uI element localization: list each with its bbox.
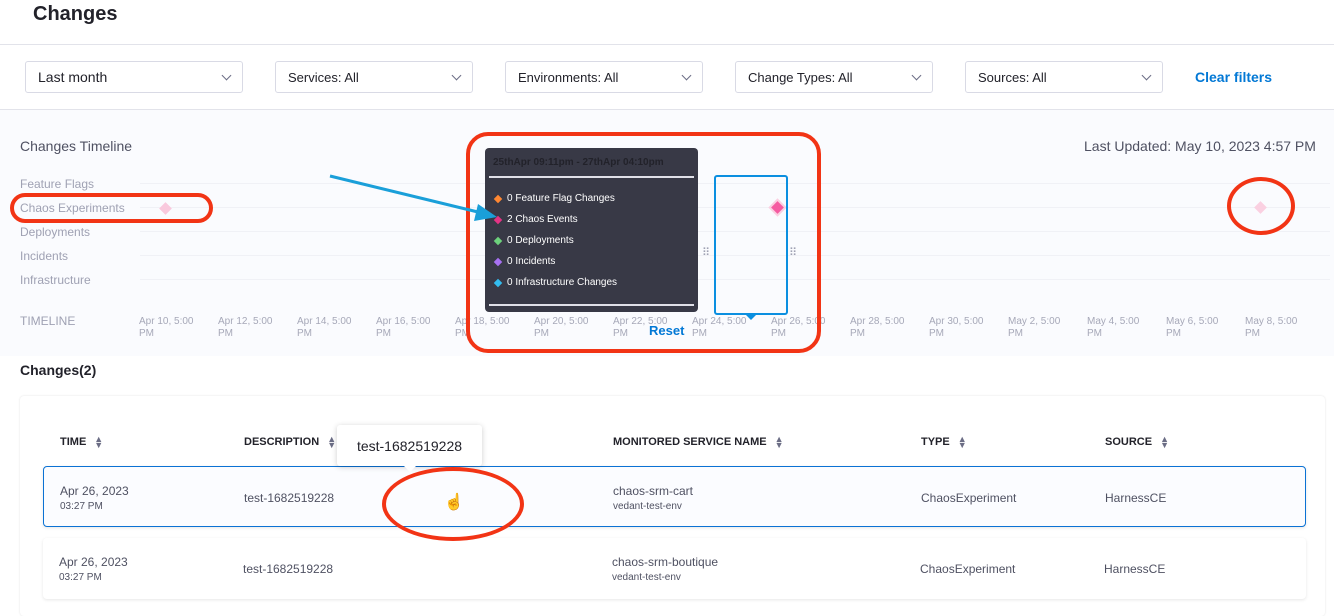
column-header-service[interactable]: MONITORED SERVICE NAME ▲ ▼ (613, 434, 784, 450)
sort-icon[interactable]: ▲ ▼ (94, 434, 104, 450)
axis-tick-label: Apr 16, 5:00 PM (376, 316, 431, 339)
gridline (140, 255, 1330, 256)
gridline (140, 279, 1330, 280)
timeline-title: Changes Timeline (20, 138, 133, 154)
environments-dropdown[interactable]: Environments: All (505, 61, 703, 93)
axis-tick-label: May 4, 5:00 PM (1087, 316, 1140, 339)
divider (489, 176, 694, 178)
row-label-incidents: Incidents (20, 249, 69, 263)
axis-tick-label: Apr 24, 5:00 PM (692, 316, 747, 339)
row-label-feature-flags: Feature Flags (20, 177, 95, 191)
annotation-highlight-ellipse (10, 193, 213, 223)
timeline-tooltip: 25thApr 09:11pm - 27thApr 04:10pm 0 Feat… (485, 148, 698, 312)
axis-tick-label: Apr 10, 5:00 PM (139, 316, 194, 339)
sort-icon[interactable]: ▲ ▼ (774, 434, 784, 450)
row-source: HarnessCE (1105, 491, 1167, 505)
sort-icon[interactable]: ▲ ▼ (327, 434, 337, 450)
row-type: ChaosExperiment (921, 491, 1017, 505)
axis-tick-label: Apr 30, 5:00 PM (929, 316, 984, 339)
table-row[interactable]: Apr 26, 2023 03:27 PM test-1682519228 cha… (43, 538, 1306, 599)
tooltip-pointer (403, 465, 417, 472)
axis-tick-label: Apr 22, 5:00 PM (613, 316, 668, 339)
row-time: 03:27 PM (59, 572, 102, 583)
tooltip-item-feature-flags: 0 Feature Flag Changes (493, 193, 615, 204)
sources-value: Sources: All (978, 69, 1047, 85)
annotation-highlight-circle (1227, 177, 1295, 235)
reset-button[interactable]: Reset (649, 323, 685, 338)
time-range-dropdown[interactable]: Last month (25, 61, 243, 93)
gridline (140, 207, 1330, 208)
axis-tick-label: Apr 20, 5:00 PM (534, 316, 589, 339)
row-description: test-1682519228 (243, 562, 334, 576)
table-row[interactable]: Apr 26, 2023 03:27 PM test-1682519228 cha… (43, 466, 1306, 527)
tooltip-item-infrastructure: 0 Infrastructure Changes (493, 277, 617, 288)
column-header-source[interactable]: SOURCE ▲ ▼ (1105, 434, 1169, 450)
clear-filters-link[interactable]: Clear filters (1195, 69, 1273, 85)
axis-tick-label: Apr 12, 5:00 PM (218, 316, 273, 339)
change-types-value: Change Types: All (748, 69, 853, 85)
sort-icon[interactable]: ▲ ▼ (957, 434, 967, 450)
row-date: Apr 26, 2023 (59, 555, 128, 569)
tooltip-item-deployments: 0 Deployments (493, 235, 574, 246)
time-range-value: Last month (38, 69, 108, 85)
row-env: vedant-test-env (612, 572, 681, 583)
change-types-dropdown[interactable]: Change Types: All (735, 61, 933, 93)
drag-handle-left-icon[interactable]: ⠿ (702, 247, 710, 259)
gridline (140, 231, 1330, 232)
row-date: Apr 26, 2023 (60, 484, 129, 498)
column-header-description[interactable]: DESCRIPTION ▲ ▼ (244, 434, 337, 450)
changes-heading: Changes(2) (20, 362, 97, 378)
column-header-type[interactable]: TYPE ▲ ▼ (921, 434, 967, 450)
services-dropdown[interactable]: Services: All (275, 61, 473, 93)
gridline (140, 183, 1330, 184)
selection-pointer (744, 313, 758, 320)
axis-tick-label: May 8, 5:00 PM (1245, 316, 1298, 339)
timeline-axis-label: TIMELINE (20, 314, 76, 328)
sort-icon[interactable]: ▲ ▼ (1160, 434, 1169, 450)
row-description: test-1682519228 (244, 491, 335, 505)
last-updated: Last Updated: May 10, 2023 4:57 PM (1084, 138, 1316, 154)
annotation-highlight-ellipse (382, 467, 524, 541)
row-label-infrastructure: Infrastructure (20, 273, 91, 287)
sources-dropdown[interactable]: Sources: All (965, 61, 1163, 93)
row-time: 03:27 PM (60, 501, 103, 512)
row-service: chaos-srm-boutique (612, 555, 719, 569)
axis-tick-label: May 2, 5:00 PM (1008, 316, 1061, 339)
row-source: HarnessCE (1104, 562, 1166, 576)
tooltip-range: 25thApr 09:11pm - 27thApr 04:10pm (493, 157, 664, 168)
row-type: ChaosExperiment (920, 562, 1016, 576)
divider (0, 44, 1334, 45)
tooltip-item-chaos: 2 Chaos Events (493, 214, 578, 225)
annotation-highlight-box (466, 132, 821, 353)
column-header-time[interactable]: TIME ▲ ▼ (60, 434, 104, 450)
environments-value: Environments: All (518, 69, 619, 85)
page-title: Changes (33, 3, 118, 25)
axis-tick-label: May 6, 5:00 PM (1166, 316, 1219, 339)
divider (489, 304, 694, 306)
row-label-chaos-experiments: Chaos Experiments (20, 201, 125, 215)
axis-tick-label: Apr 14, 5:00 PM (297, 316, 352, 339)
description-hover-tooltip: test-1682519228 (337, 425, 482, 466)
tooltip-item-incidents: 0 Incidents (493, 256, 555, 267)
axis-tick-label: Apr 26, 5:00 PM (771, 316, 826, 339)
row-label-deployments: Deployments (20, 225, 91, 239)
axis-tick-label: Apr 18, 5:00 PM (455, 316, 510, 339)
row-service: chaos-srm-cart (613, 484, 694, 498)
axis-tick-label: Apr 28, 5:00 PM (850, 316, 905, 339)
services-value: Services: All (288, 69, 359, 85)
drag-handle-right-icon[interactable]: ⠿ (789, 247, 797, 259)
row-env: vedant-test-env (613, 501, 682, 512)
